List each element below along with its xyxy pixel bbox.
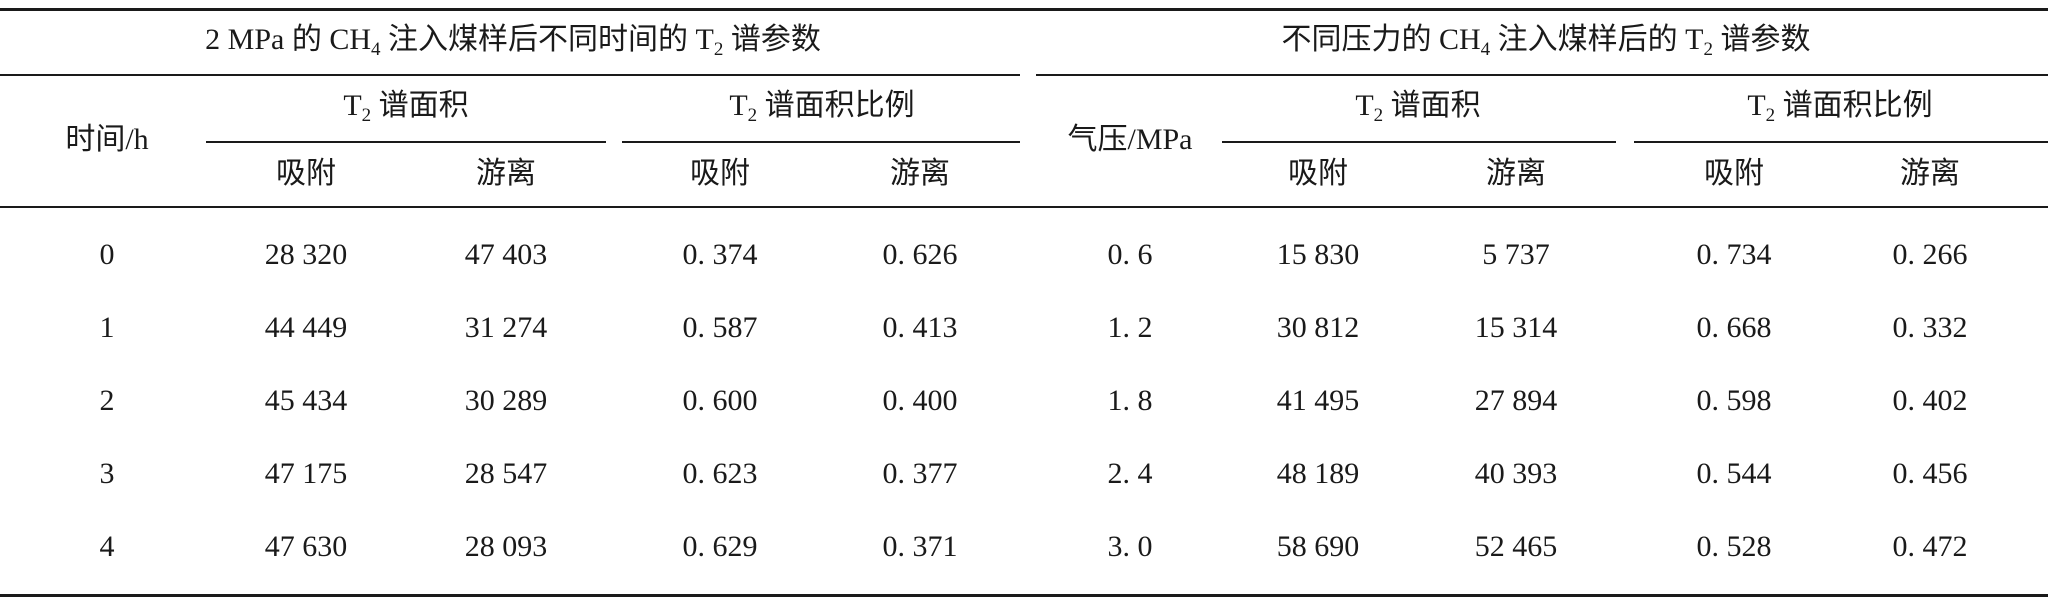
right-cell-ratio-ads: 0. 528 — [1696, 530, 1772, 563]
left-cell-area-free: 31 274 — [464, 311, 548, 344]
left-cell-key: 3 — [99, 457, 115, 490]
top-rule — [0, 8, 2048, 11]
left-cell-ratio-free: 0. 626 — [882, 238, 958, 271]
left-title-rule — [0, 74, 1020, 76]
right-cell-key: 0. 6 — [1107, 238, 1153, 271]
left-cell-ratio-free: 0. 400 — [882, 384, 958, 417]
left-cell-key: 4 — [99, 530, 115, 563]
left-cell-ratio-ads: 0. 629 — [682, 530, 758, 563]
left-cell-area-ads: 47 630 — [264, 530, 348, 563]
left-cell-ratio-free: 0. 413 — [882, 311, 958, 344]
right-cell-ratio-ads: 0. 598 — [1696, 384, 1772, 417]
right-cell-area-free: 27 894 — [1474, 384, 1558, 417]
right-cell-ratio-ads: 0. 734 — [1696, 238, 1772, 271]
right-cell-ratio-free: 0. 332 — [1892, 311, 1968, 344]
header-bottom-rule — [0, 206, 2048, 208]
right-row-header: 气压/MPa — [1067, 123, 1193, 156]
left-col-area-free: 游离 — [476, 157, 536, 190]
right-cell-ratio-free: 0. 402 — [1892, 384, 1968, 417]
right-cell-ratio-free: 0. 472 — [1892, 530, 1968, 563]
right-cell-key: 1. 2 — [1107, 311, 1153, 344]
right-cell-area-ads: 41 495 — [1276, 384, 1360, 417]
right-cell-ratio-ads: 0. 668 — [1696, 311, 1772, 344]
left-row-header: 时间/h — [65, 123, 149, 156]
left-cell-ratio-free: 0. 371 — [882, 530, 958, 563]
left-cell-key: 0 — [99, 238, 115, 271]
left-cell-area-free: 30 289 — [464, 384, 548, 417]
right-cell-area-ads: 58 690 — [1276, 530, 1360, 563]
left-cell-area-ads: 45 434 — [264, 384, 348, 417]
right-title-rule — [1036, 74, 2048, 76]
right-cell-key: 3. 0 — [1107, 530, 1153, 563]
right-cell-area-free: 5 737 — [1482, 238, 1550, 271]
right-cell-area-free: 15 314 — [1474, 311, 1558, 344]
left-table-title: 2 MPa 的 CH4 注入煤样后不同时间的 T2 谱参数 — [205, 23, 821, 60]
left-cell-area-ads: 28 320 — [264, 238, 348, 271]
left-cell-area-free: 28 547 — [464, 457, 548, 490]
right-table-title: 不同压力的 CH4 注入煤样后的 T2 谱参数 — [1281, 23, 1811, 60]
right-cell-ratio-ads: 0. 544 — [1696, 457, 1772, 490]
right-cell-area-ads: 15 830 — [1276, 238, 1360, 271]
left-group-area: T2 谱面积 — [343, 89, 469, 126]
left-group2-rule — [622, 141, 1020, 143]
left-cell-area-free: 28 093 — [464, 530, 548, 563]
left-cell-area-ads: 44 449 — [264, 311, 348, 344]
left-cell-area-ads: 47 175 — [264, 457, 348, 490]
bottom-rule — [0, 594, 2048, 597]
left-cell-key: 1 — [99, 311, 115, 344]
right-col-area-free: 游离 — [1486, 157, 1546, 190]
right-col-ratio-adsorb: 吸附 — [1704, 157, 1764, 190]
left-col-ratio-free: 游离 — [890, 157, 950, 190]
right-group-area: T2 谱面积 — [1355, 89, 1481, 126]
right-cell-area-free: 52 465 — [1474, 530, 1558, 563]
left-group-ratio: T2 谱面积比例 — [729, 89, 915, 126]
right-group1-rule — [1222, 141, 1616, 143]
right-cell-area-ads: 48 189 — [1276, 457, 1360, 490]
left-group1-rule — [206, 141, 606, 143]
right-cell-key: 1. 8 — [1107, 384, 1153, 417]
left-cell-key: 2 — [99, 384, 115, 417]
right-col-area-adsorb: 吸附 — [1288, 157, 1348, 190]
right-cell-key: 2. 4 — [1107, 457, 1153, 490]
left-cell-ratio-ads: 0. 587 — [682, 311, 758, 344]
left-cell-ratio-ads: 0. 600 — [682, 384, 758, 417]
left-col-area-adsorb: 吸附 — [276, 157, 336, 190]
right-cell-ratio-free: 0. 456 — [1892, 457, 1968, 490]
right-cell-ratio-free: 0. 266 — [1892, 238, 1968, 271]
right-group-ratio: T2 谱面积比例 — [1747, 89, 1933, 126]
right-cell-area-free: 40 393 — [1474, 457, 1558, 490]
left-cell-ratio-free: 0. 377 — [882, 457, 958, 490]
right-col-ratio-free: 游离 — [1900, 157, 1960, 190]
right-cell-area-ads: 30 812 — [1276, 311, 1360, 344]
left-cell-area-free: 47 403 — [464, 238, 548, 271]
right-group2-rule — [1634, 141, 2048, 143]
left-col-ratio-adsorb: 吸附 — [690, 157, 750, 190]
left-cell-ratio-ads: 0. 623 — [682, 457, 758, 490]
left-cell-ratio-ads: 0. 374 — [682, 238, 758, 271]
